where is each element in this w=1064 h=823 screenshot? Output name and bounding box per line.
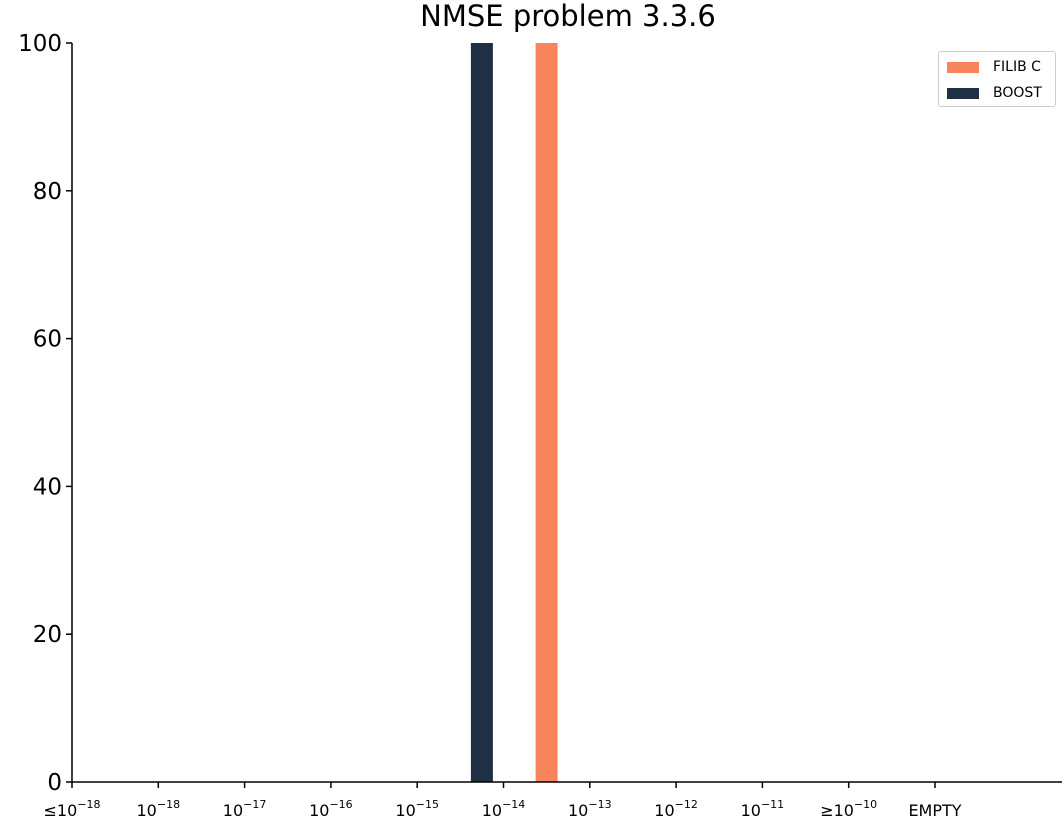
x-tick-label-9: ≥10−10 bbox=[820, 798, 877, 820]
x-tick-label-4: 10−15 bbox=[395, 798, 439, 820]
y-tick-label-60: 60 bbox=[33, 327, 62, 353]
legend-entry-filib-c: FILIB C bbox=[947, 59, 1041, 75]
legend-swatch-filib-c bbox=[947, 61, 979, 73]
legend: FILIB C BOOST bbox=[938, 51, 1056, 107]
bar-filib-c-6 bbox=[535, 43, 558, 782]
x-tick-label-1: 10−18 bbox=[137, 798, 181, 820]
y-tick-label-80: 80 bbox=[33, 179, 62, 205]
x-tick-label-6: 10−13 bbox=[568, 798, 612, 820]
legend-label-boost: BOOST bbox=[993, 85, 1042, 101]
x-tick-label-0: ≤10−18 bbox=[44, 798, 101, 820]
legend-entry-boost: BOOST bbox=[947, 85, 1042, 101]
bars-layer bbox=[470, 43, 558, 782]
legend-swatch-boost bbox=[947, 87, 979, 99]
chart-title: NMSE problem 3.3.6 bbox=[420, 0, 716, 33]
y-tick-label-40: 40 bbox=[33, 474, 62, 500]
x-tick-label-7: 10−12 bbox=[654, 798, 698, 820]
x-tick-label-5: 10−14 bbox=[482, 798, 526, 820]
y-tick-label-0: 0 bbox=[47, 770, 62, 796]
x-tick-label-3: 10−16 bbox=[309, 798, 353, 820]
y-tick-label-20: 20 bbox=[33, 622, 62, 648]
axes-layer: 0 20 40 60 80 100 ≤10−18 10−18 10−17 10−16 10−15 10… bbox=[18, 31, 1062, 820]
x-tick-label-2: 10−17 bbox=[223, 798, 267, 820]
legend-label-filib-c: FILIB C bbox=[993, 59, 1041, 75]
x-tick-label-8: 10−11 bbox=[741, 798, 785, 820]
x-tick-label-10: EMPTY bbox=[908, 801, 961, 820]
bar-boost-5 bbox=[470, 43, 493, 782]
y-tick-label-100: 100 bbox=[18, 31, 62, 57]
